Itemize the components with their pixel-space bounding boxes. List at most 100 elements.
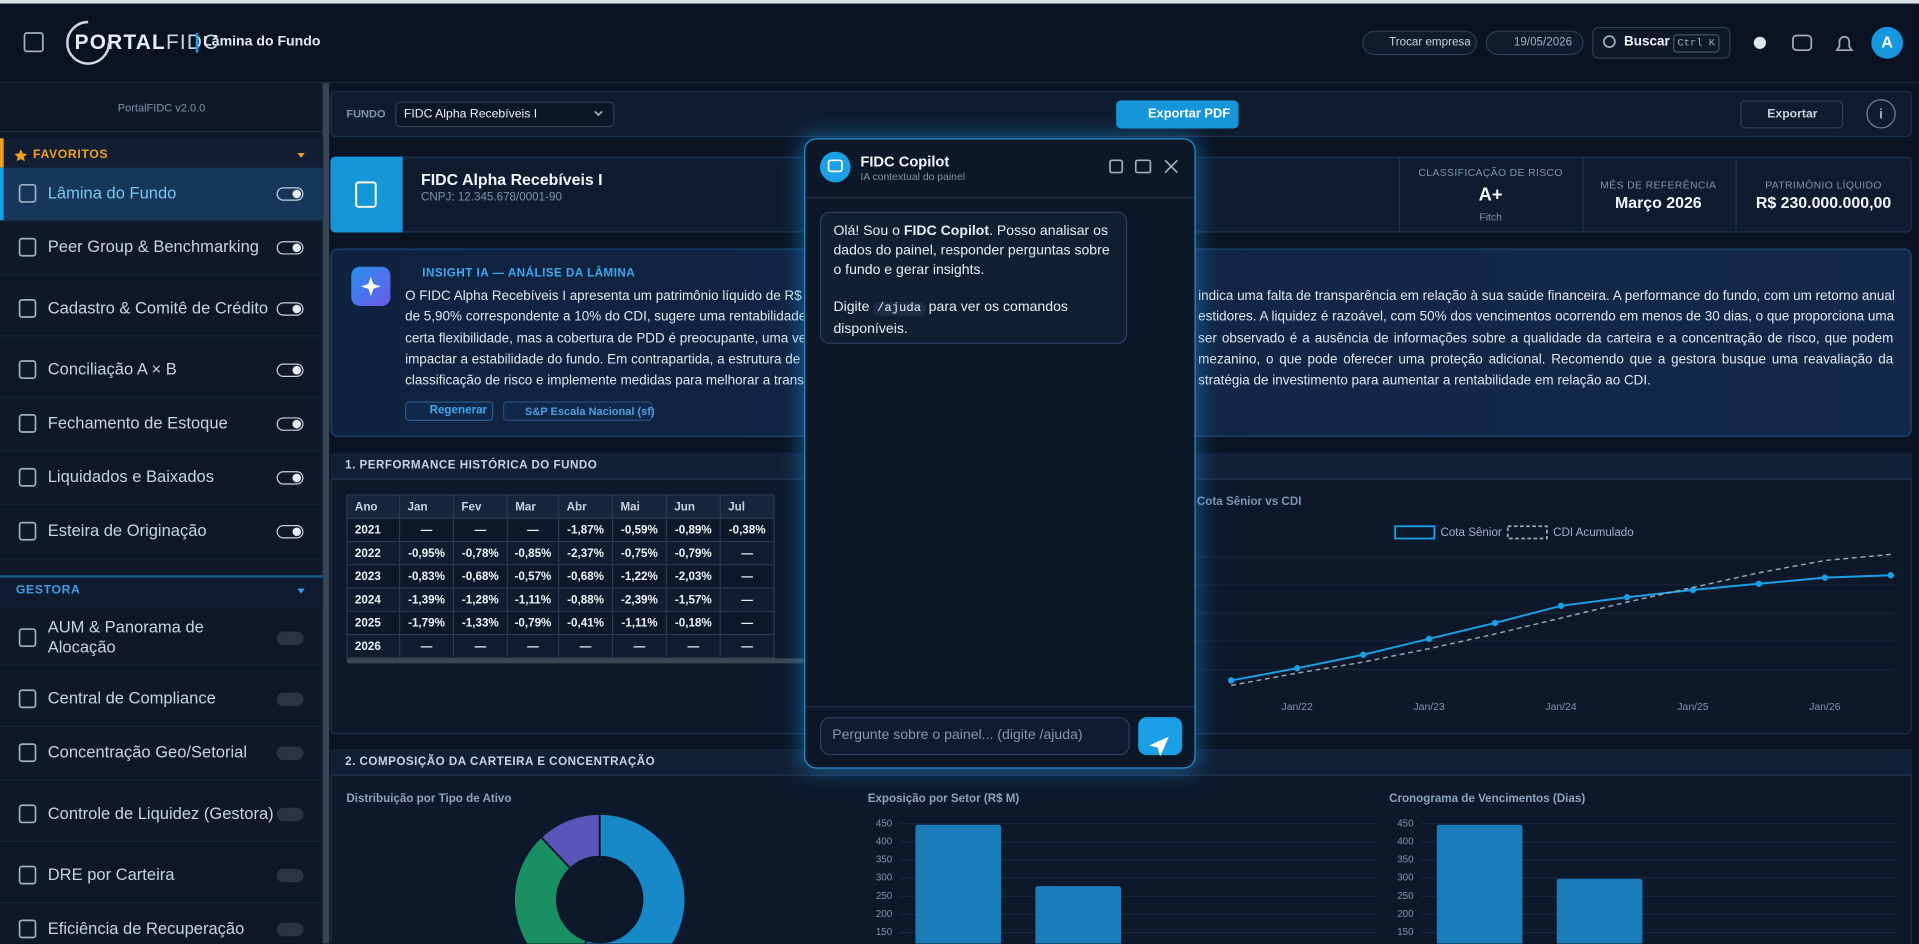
menu-item[interactable]: Conciliação A × B — [48, 345, 274, 394]
menu-item-label: Concentração Geo/Setorial — [47, 742, 248, 762]
menu-divider — [0, 840, 324, 843]
fund-doc-icon — [355, 181, 377, 208]
menu-item-label: DRE por Carteira — [47, 865, 175, 884]
export-pdf-button[interactable] — [1116, 100, 1239, 129]
y-tick-label: 300 — [876, 873, 893, 884]
bar — [1556, 878, 1643, 944]
logo-text: PORTAL — [74, 30, 166, 54]
window-edge — [0, 0, 1919, 4]
menu-icon — [18, 804, 37, 824]
toggle[interactable] — [276, 525, 304, 539]
chart-title: Cronograma de Vencimentos (Dias) — [1389, 792, 1585, 805]
performance-table: Ano Jan Fev Mar Abr Mai Jun Jul 2021— — — -1,87% -0,… — [346, 494, 775, 659]
table-header-cell: Abr — [558, 494, 614, 519]
toggle[interactable] — [276, 868, 304, 883]
stat-value: R$ 230.000.000,00 — [1755, 193, 1892, 212]
menu-item[interactable]: AUM & Panorama de Alocação — [48, 613, 274, 662]
toggle[interactable] — [276, 241, 304, 255]
table-cell: -0,79% — [665, 540, 721, 566]
menu-icon — [18, 467, 37, 487]
stat-value: A+ — [1478, 184, 1503, 206]
send-icon — [1149, 736, 1169, 757]
fund-label: FUNDO — [346, 107, 386, 120]
insight-text: ser observado é a ausência de informaçõe… — [1198, 332, 1894, 347]
avatar-label: A — [1881, 33, 1893, 52]
toggle[interactable] — [276, 363, 304, 377]
menu-item[interactable]: Concentração Geo/Setorial — [48, 728, 274, 777]
table-row: 2024 -1,39% -1,28% -1,11% -0,88% -2,39% -1,57%… — [346, 587, 775, 612]
stat-label: MÊS DE REFERÊNCIA — [1600, 178, 1717, 191]
switch-company[interactable] — [1362, 30, 1478, 56]
chat-input[interactable] — [819, 717, 1130, 756]
menu-item[interactable]: Lâmina do Fundo — [48, 169, 274, 218]
toggle[interactable] — [276, 417, 304, 431]
table-row: 2023 -0,83% -0,68% -0,57% -0,68% -1,22% -2,03%… — [346, 564, 775, 589]
table-row: 2026— — — — — — — — [346, 633, 775, 659]
switch-company-label: Trocar empresa — [1389, 35, 1471, 50]
avatar[interactable] — [1871, 26, 1904, 59]
menu-item-label: Lâmina do Fundo — [47, 183, 177, 202]
info-icon: i — [1879, 107, 1883, 122]
menu-item[interactable]: Liquidados e Baixados — [48, 453, 274, 502]
insight-text: O FIDC Alpha Recebíveis I apresenta um p… — [405, 289, 805, 304]
toggle[interactable] — [276, 471, 304, 485]
menu-item[interactable]: Controle de Liquidez (Gestora) — [48, 789, 274, 838]
menu-item-label: AUM & Panorama de Alocação — [47, 618, 204, 656]
regenerate-label: Regenerar — [429, 404, 488, 418]
toggle[interactable] — [276, 746, 304, 761]
fund-select-label: FIDC Alpha Recebíveis I — [403, 107, 538, 121]
data-point — [1557, 602, 1565, 609]
toggle[interactable] — [276, 187, 304, 201]
menu-icon — [18, 237, 37, 257]
stat-value: Março 2026 — [1614, 193, 1702, 212]
toggle[interactable] — [276, 302, 304, 316]
table-cell: -1,57% — [665, 587, 721, 612]
date-label: 19/05/2026 — [1513, 35, 1573, 50]
menu-divider — [0, 450, 324, 452]
stat-divider — [1735, 156, 1737, 233]
menu-item[interactable]: DRE por Carteira — [48, 851, 274, 900]
table-cell: -1,87% — [558, 517, 614, 543]
export-button[interactable] — [1740, 100, 1844, 129]
chat-placeholder: Pergunte sobre o painel... (digite /ajud… — [832, 727, 1083, 743]
input-divider — [805, 706, 1195, 708]
insight-text: stratégia de investimento para aumentar … — [1198, 373, 1651, 389]
menu-item-label: Controle de Liquidez (Gestora) — [47, 804, 274, 823]
x-tick-label: Jan/23 — [1413, 702, 1444, 713]
menu-item[interactable]: Cadastro & Comitê de Crédito — [48, 284, 274, 333]
toggle[interactable] — [276, 692, 304, 707]
table-cell: -0,38% — [719, 517, 775, 543]
table-cell: -0,78% — [452, 540, 508, 566]
data-point — [1689, 586, 1697, 594]
toggle[interactable] — [276, 922, 304, 937]
sparkle-icon — [361, 276, 381, 297]
y-tick-label: 400 — [876, 836, 893, 847]
pie-slice — [584, 812, 687, 944]
info-button[interactable] — [1866, 99, 1896, 129]
table-cell: -0,88% — [558, 587, 614, 612]
regenerate-button[interactable] — [405, 401, 494, 422]
menu-item[interactable]: Central de Compliance — [48, 674, 274, 723]
chart-title: Distribuição por Tipo de Ativo — [346, 792, 511, 805]
bar — [1035, 886, 1122, 944]
table-cell: -0,95% — [398, 540, 455, 566]
date-pill[interactable] — [1485, 30, 1584, 56]
chevron-icon — [594, 110, 603, 117]
table-cell: — — [452, 517, 508, 543]
menu-item[interactable]: Eficiência de Recuperação — [48, 904, 274, 943]
y-tick-label: 400 — [1397, 836, 1414, 847]
copilot-avatar — [819, 151, 851, 183]
message-paragraph: Digite /ajuda para ver os comandos dispo… — [833, 297, 1113, 339]
toggle[interactable] — [276, 807, 304, 822]
insight-text: impactar a estabilidade do fundo. Em con… — [405, 352, 805, 368]
menu-item-label: Cadastro & Comitê de Crédito — [47, 298, 269, 317]
fund-select[interactable] — [395, 101, 615, 128]
menu-icon — [18, 689, 37, 709]
menu-item[interactable]: Fechamento de Estoque — [48, 399, 274, 448]
series-line — [1231, 553, 1891, 687]
chart-title: Exposição por Setor (R$ M) — [868, 792, 1020, 805]
toggle[interactable] — [276, 631, 304, 645]
menu-item[interactable]: Esteira de Originação — [48, 507, 274, 556]
menu-item[interactable]: Peer Group & Benchmarking — [48, 223, 274, 272]
y-tick-label: 250 — [876, 891, 893, 902]
